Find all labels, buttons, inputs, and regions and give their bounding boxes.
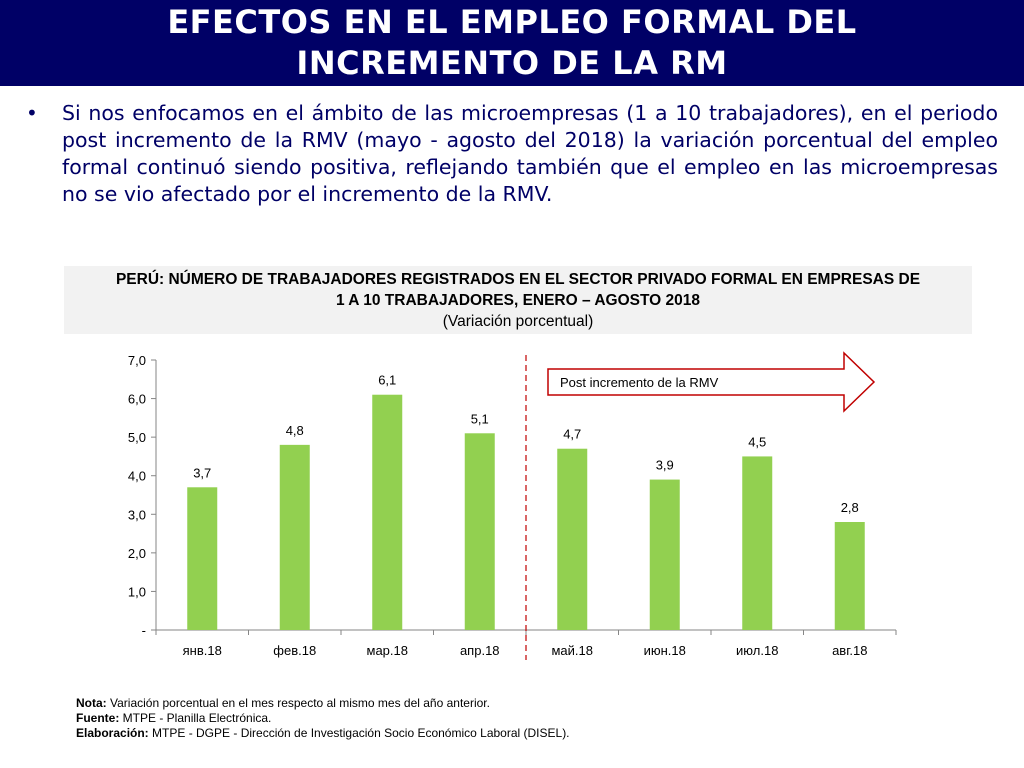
chart-title-line-1: PERÚ: NÚMERO DE TRABAJADORES REGISTRADOS…	[115, 271, 921, 288]
bar	[557, 448, 588, 630]
bar	[649, 479, 680, 630]
x-tick-label: апр.18	[460, 643, 500, 658]
elaboracion-label: Elaboración:	[76, 726, 149, 740]
data-label: 3,7	[193, 465, 211, 480]
slide-title: EFECTOS EN EL EMPLEO FORMAL DEL INCREMEN…	[0, 0, 1024, 86]
bar	[279, 444, 310, 630]
bar	[372, 394, 403, 630]
note-elaboracion: Elaboración: MTPE - DGPE - Dirección de …	[76, 726, 776, 741]
note-fuente: Fuente: MTPE - Planilla Electrónica.	[76, 711, 776, 726]
bar-chart: - 1,0 2,0 3,0 4,0 5,0 6,0 7,0 янв.18 фев.18 мар.1…	[128, 351, 897, 660]
y-tick-label: 1,0	[128, 584, 146, 599]
bullet-text: Si nos enfocamos en el ámbito de las mic…	[62, 101, 998, 206]
arrow-right-icon	[547, 351, 876, 413]
y-tick-label: 7,0	[128, 353, 146, 368]
data-label: 4,8	[286, 423, 304, 438]
x-tick-label: авг.18	[832, 643, 867, 658]
y-tick-label: 3,0	[128, 507, 146, 522]
slide-title-line-1: EFECTOS EN EL EMPLEO FORMAL DEL	[167, 3, 857, 41]
slide-title-line-2: INCREMENTO DE LA RM	[296, 44, 728, 82]
data-label: 4,5	[748, 434, 766, 449]
post-increment-label: Post incremento de la RMV	[560, 375, 719, 390]
elaboracion-text: MTPE - DGPE - Dirección de Investigación…	[148, 726, 570, 740]
bar	[464, 433, 495, 630]
fuente-text: MTPE - Planilla Electrónica.	[119, 711, 272, 725]
bullet-point: • Si nos enfocamos en el ámbito de las m…	[22, 100, 998, 208]
x-tick-label: июн.18	[644, 643, 686, 658]
post-increment-annotation: Post incremento de la RMV	[525, 351, 876, 660]
bar-series	[187, 394, 865, 630]
data-label: 3,9	[656, 458, 674, 473]
x-tick-label: июл.18	[736, 643, 778, 658]
y-axis: - 1,0 2,0 3,0 4,0 5,0 6,0 7,0	[128, 353, 157, 638]
x-tick-label: фев.18	[273, 643, 316, 658]
nota-text: Variación porcentual en el mes respecto …	[106, 696, 490, 710]
data-labels: 3,7 4,8 6,1 5,1 4,7 3,9 4,5 2,8	[193, 373, 859, 515]
bar	[834, 522, 865, 630]
bar	[742, 456, 773, 630]
bullet-dot-icon: •	[26, 101, 38, 125]
chart-subtitle: (Variación porcentual)	[442, 313, 594, 330]
y-tick-label: 4,0	[128, 469, 146, 484]
x-tick-label: май.18	[551, 643, 593, 658]
data-label: 5,1	[471, 411, 489, 426]
chart-header: PERÚ: NÚMERO DE TRABAJADORES REGISTRADOS…	[64, 266, 972, 334]
x-tick-label: мар.18	[367, 643, 408, 658]
chart-notes: Nota: Variación porcentual en el mes res…	[76, 696, 776, 741]
data-label: 2,8	[841, 500, 859, 515]
x-axis: янв.18 фев.18 мар.18 апр.18 май.18 июн.18 июл.…	[155, 629, 897, 658]
fuente-label: Fuente:	[76, 711, 120, 725]
chart-title-line-2: 1 A 10 TRABAJADORES, ENERO – AGOSTO 2018	[335, 292, 701, 309]
bar	[187, 487, 218, 630]
nota-label: Nota:	[76, 696, 107, 710]
y-tick-label: 6,0	[128, 392, 146, 407]
data-label: 6,1	[378, 373, 396, 388]
x-tick-label: янв.18	[183, 643, 222, 658]
note-nota: Nota: Variación porcentual en el mes res…	[76, 696, 776, 711]
y-tick-label: -	[142, 623, 146, 638]
data-label: 4,7	[563, 427, 581, 442]
y-tick-label: 2,0	[128, 546, 146, 561]
y-tick-label: 5,0	[128, 430, 146, 445]
